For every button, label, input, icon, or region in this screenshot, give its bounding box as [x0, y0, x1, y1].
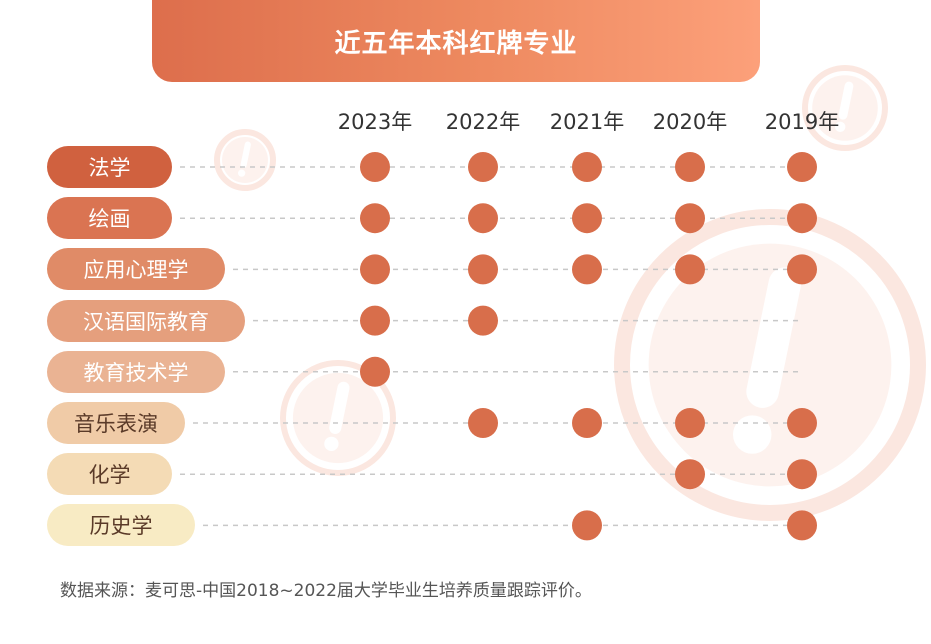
column-header-2021年: 2021年: [549, 110, 625, 134]
dot-汉语国际教育-2023年: [360, 305, 390, 336]
dot-绘画-2023年: [360, 203, 390, 234]
dot-音乐表演-2021年: [572, 408, 602, 438]
row-label-应用心理学: 应用心理学: [47, 248, 225, 291]
row-label-化学: 化学: [47, 453, 172, 496]
dot-教育技术学-2023年: [360, 356, 390, 387]
exclamation-watermark-icon: [280, 360, 396, 476]
watermark-dot: [733, 415, 772, 454]
exclamation-watermark-icon: [802, 65, 888, 151]
dot-历史学-2021年: [572, 510, 602, 541]
row-label-绘画: 绘画: [47, 197, 172, 240]
column-header-2020年: 2020年: [652, 110, 728, 134]
exclamation-watermark-icon: [214, 129, 276, 191]
watermark-dot: [324, 436, 339, 451]
dot-绘画-2020年: [675, 203, 705, 234]
dot-化学-2020年: [675, 459, 705, 490]
watermark-dot: [238, 169, 246, 177]
watermark-bar: [746, 267, 802, 408]
dot-应用心理学-2019年: [787, 254, 817, 285]
dot-法学-2021年: [572, 152, 602, 182]
dot-法学-2023年: [360, 152, 390, 182]
row-label-汉语国际教育: 汉语国际教育: [47, 299, 245, 342]
column-header-2022年: 2022年: [445, 110, 521, 134]
dot-应用心理学-2021年: [572, 254, 602, 285]
dot-化学-2019年: [787, 459, 817, 490]
column-header-2019年: 2019年: [764, 110, 840, 134]
dot-绘画-2019年: [787, 203, 817, 234]
title-banner: 近五年本科红牌专业: [152, 0, 760, 82]
source-note: 数据来源：麦可思-中国2018~2022届大学毕业生培养质量跟踪评价。: [60, 581, 592, 601]
row-label-音乐表演: 音乐表演: [47, 402, 185, 444]
chart-title: 近五年本科红牌专业: [334, 28, 578, 59]
dot-音乐表演-2019年: [787, 408, 817, 438]
watermark-bar: [329, 381, 350, 434]
dot-音乐表演-2020年: [675, 408, 705, 438]
watermark-ring: [280, 360, 396, 476]
watermark-bar: [240, 141, 251, 169]
watermark-ring: [614, 209, 926, 521]
dot-绘画-2022年: [468, 203, 498, 234]
dot-法学-2022年: [468, 152, 498, 182]
dot-历史学-2019年: [787, 510, 817, 541]
dot-法学-2019年: [787, 152, 817, 182]
dot-绘画-2021年: [572, 203, 602, 234]
dot-音乐表演-2022年: [468, 408, 498, 438]
dot-应用心理学-2020年: [675, 254, 705, 285]
watermark-bar: [838, 81, 854, 120]
column-header-2023年: 2023年: [337, 110, 413, 134]
dot-应用心理学-2022年: [468, 254, 498, 285]
row-label-教育技术学: 教育技术学: [47, 350, 225, 393]
dot-应用心理学-2023年: [360, 254, 390, 285]
row-label-历史学: 历史学: [47, 504, 195, 547]
watermark-dot: [835, 121, 846, 132]
dot-法学-2020年: [675, 152, 705, 182]
exclamation-watermark-icon: [614, 209, 926, 521]
row-label-法学: 法学: [47, 146, 172, 188]
watermark-ring: [214, 129, 276, 191]
dot-汉语国际教育-2022年: [468, 305, 498, 336]
watermark-ring: [802, 65, 888, 151]
